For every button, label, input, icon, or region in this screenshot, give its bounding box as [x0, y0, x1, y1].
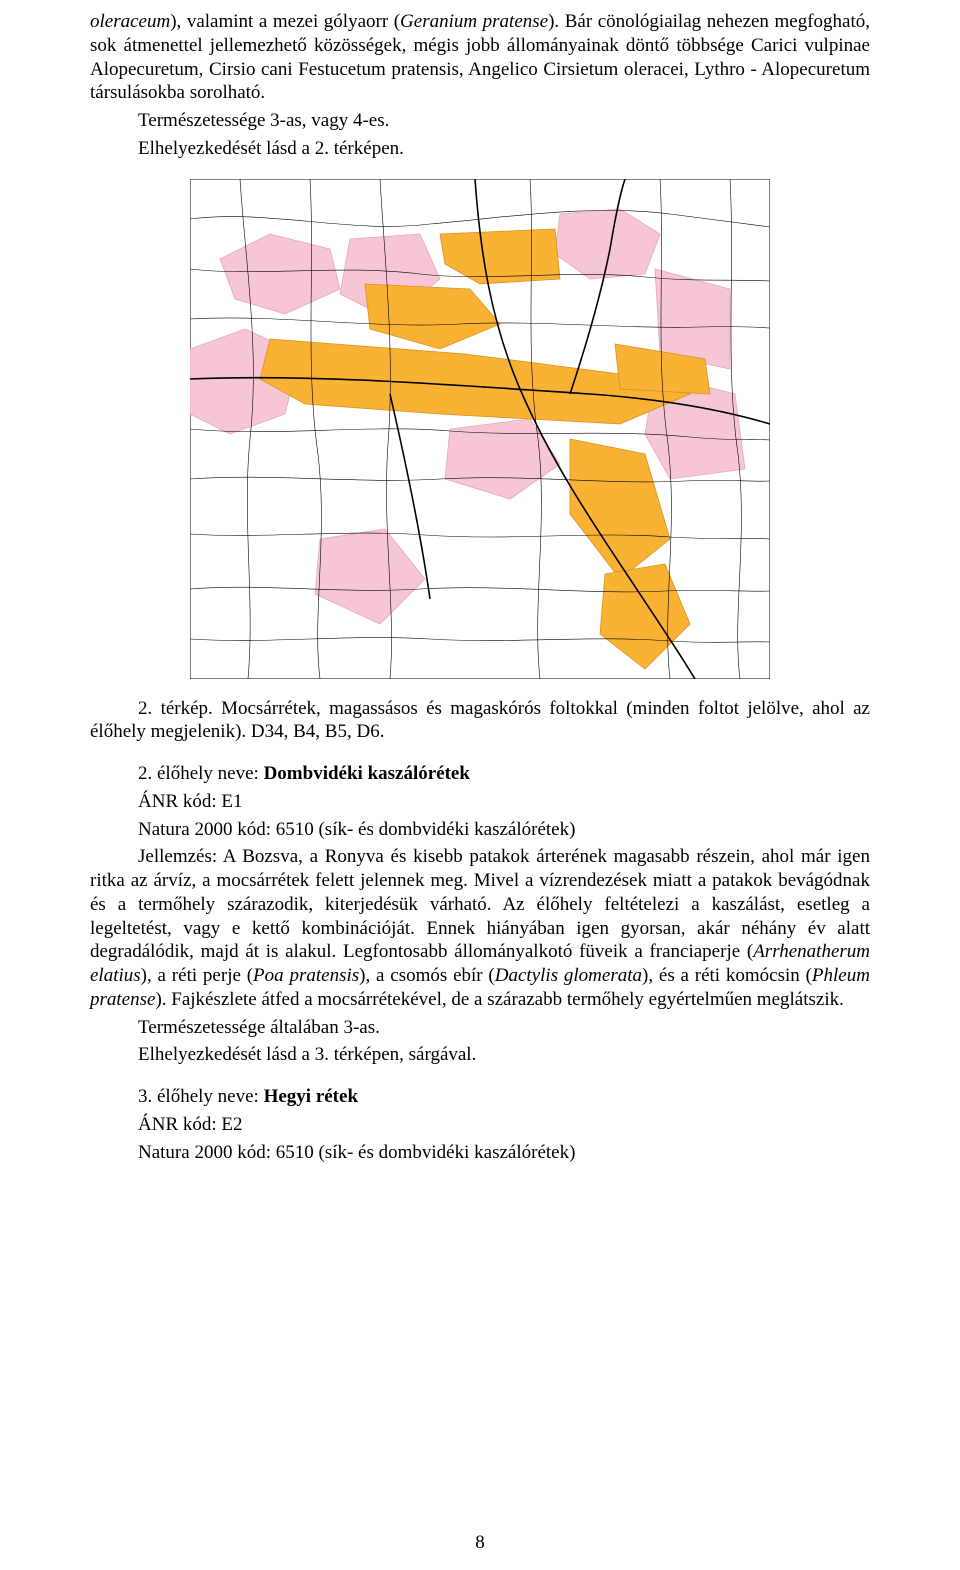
section2-location: Elhelyezkedését lásd a 3. térképen, sárg… — [90, 1043, 870, 1067]
section2-anr: ÁNR kód: E1 — [90, 790, 870, 814]
top-paragraph: oleraceum), valamint a mezei gólyaorr (G… — [90, 10, 870, 105]
text-run: ), a réti perje ( — [141, 965, 253, 986]
spacer — [90, 1071, 870, 1085]
section2-description: Jellemzés: A Bozsva, a Ronyva és kisebb … — [90, 845, 870, 1011]
section3-natura: Natura 2000 kód: 6510 (sík- és dombvidék… — [90, 1141, 870, 1165]
text-run: ), és a réti komócsin ( — [642, 965, 812, 986]
section3-title: 3. élőhely neve: Hegyi rétek — [90, 1085, 870, 1109]
section2-name: Dombvidéki kaszálórétek — [264, 763, 470, 784]
map-figure — [190, 179, 770, 679]
species-name: oleraceum — [90, 11, 170, 32]
naturalness-line: Természetessége 3-as, vagy 4-es. — [90, 109, 870, 133]
section2-title: 2. élőhely neve: Dombvidéki kaszálórétek — [90, 762, 870, 786]
species-name: Poa pratensis — [253, 965, 359, 986]
section2-lead: 2. élőhely neve: — [138, 763, 264, 784]
section3-lead: 3. élőhely neve: — [138, 1086, 264, 1107]
section2-naturalness: Természetessége általában 3-as. — [90, 1016, 870, 1040]
section3-anr: ÁNR kód: E2 — [90, 1113, 870, 1137]
text-run: ), valamint a mezei gólyaorr ( — [170, 11, 400, 32]
document-page: oleraceum), valamint a mezei gólyaorr (G… — [0, 0, 960, 1570]
location-line: Elhelyezkedését lásd a 2. térképen. — [90, 137, 870, 161]
text-run: ), a csomós ebír ( — [359, 965, 495, 986]
species-name: Dactylis glomerata — [495, 965, 642, 986]
spacer — [90, 748, 870, 762]
section2-natura: Natura 2000 kód: 6510 (sík- és dombvidék… — [90, 818, 870, 842]
map-caption: 2. térkép. Mocsárrétek, magassásos és ma… — [90, 697, 870, 745]
species-name: Geranium pratense — [400, 11, 548, 32]
map-svg — [190, 179, 770, 679]
section3-name: Hegyi rétek — [264, 1086, 358, 1107]
text-run: ). Fajkészlete átfed a mocsárrétekével, … — [155, 989, 843, 1010]
page-number: 8 — [0, 1532, 960, 1554]
